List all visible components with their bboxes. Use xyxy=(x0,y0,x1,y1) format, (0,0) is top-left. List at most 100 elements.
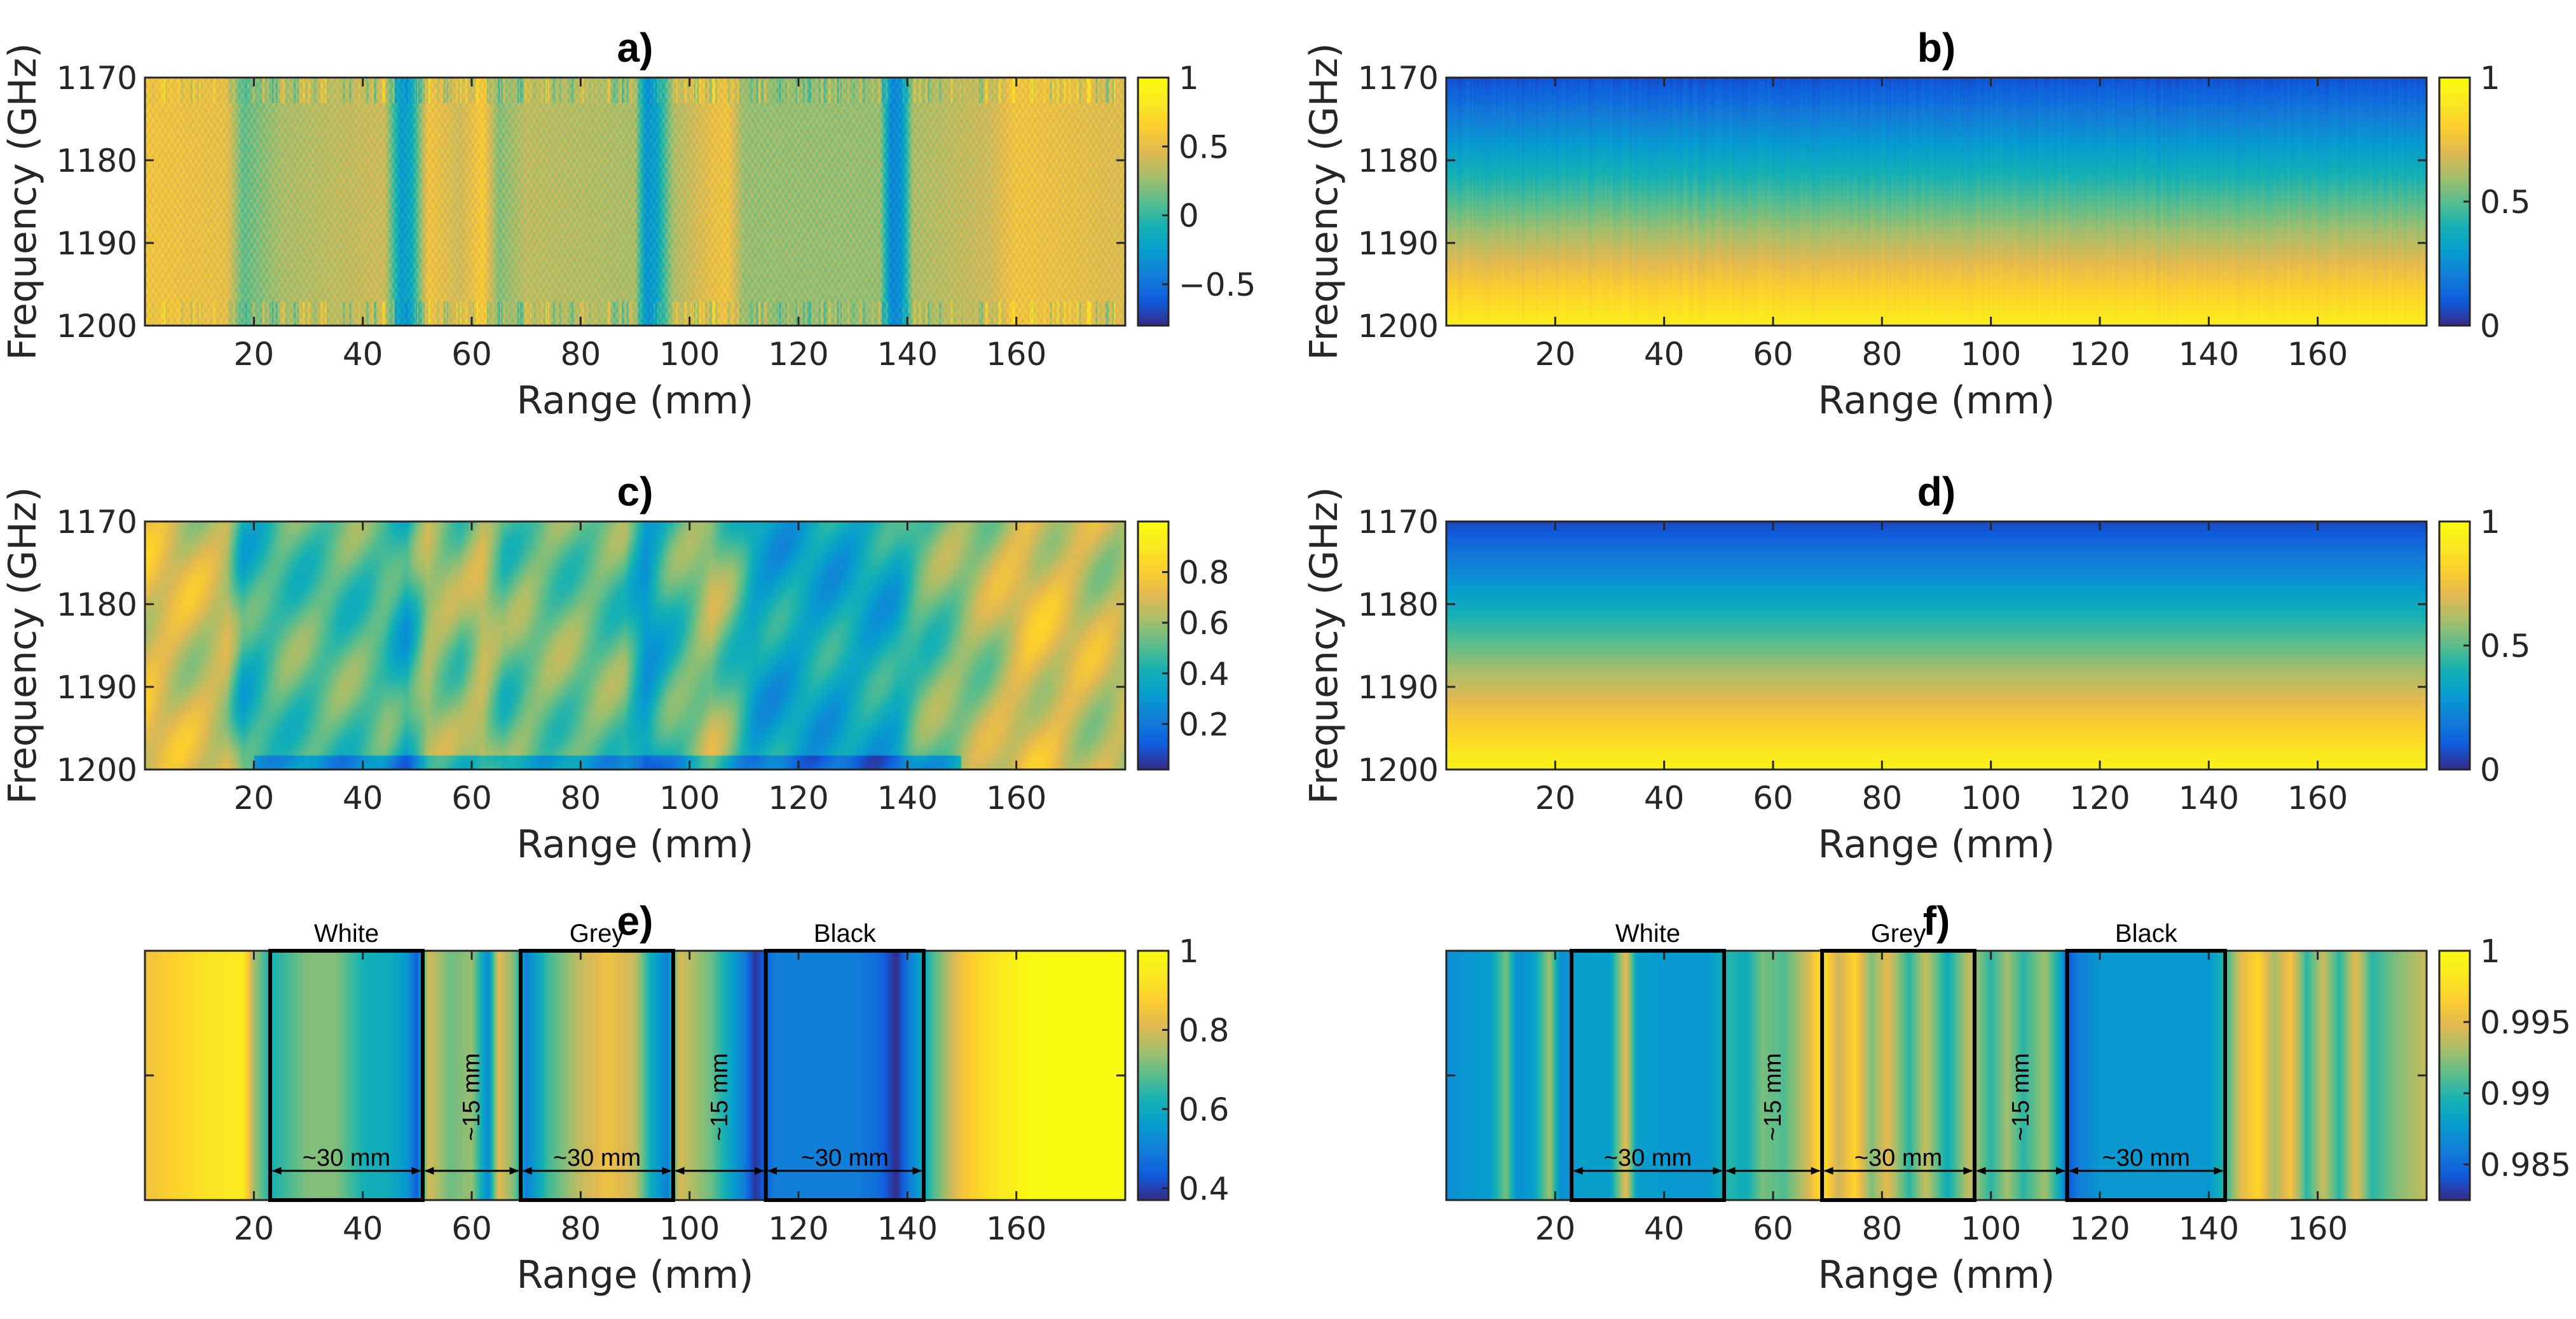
x-tick-label: 80 xyxy=(561,780,601,817)
heatmap-image-e xyxy=(145,951,1125,1200)
x-tick-label: 20 xyxy=(1535,780,1576,817)
x-axis-label: Range (mm) xyxy=(1818,822,2055,867)
colorbar-tick-label: 0.99 xyxy=(2480,1075,2551,1112)
x-tick-label: 20 xyxy=(234,1210,275,1247)
x-tick-label: 120 xyxy=(768,1210,828,1247)
colorbar-tick-label: 0 xyxy=(2480,308,2500,345)
x-tick-label: 40 xyxy=(343,1210,383,1247)
colorbar-tick-label: 0.995 xyxy=(2480,1004,2571,1041)
x-tick-label: 20 xyxy=(234,780,275,817)
x-tick-label: 120 xyxy=(2069,336,2130,373)
panel-title: b) xyxy=(1917,25,1956,71)
colorbar-tick-label: 0.985 xyxy=(2480,1147,2571,1184)
x-tick-label: 160 xyxy=(2287,780,2348,817)
y-tick-label: 1190 xyxy=(57,669,137,706)
x-tick-label: 100 xyxy=(659,336,720,373)
x-tick-label: 140 xyxy=(877,780,938,817)
colorbar xyxy=(1137,950,1170,1201)
plot-frame xyxy=(144,520,1127,771)
colorbar-tick-label: −0.5 xyxy=(1179,266,1256,303)
x-tick-label: 60 xyxy=(451,336,492,373)
x-tick-label: 100 xyxy=(1961,1210,2021,1247)
x-tick-label: 20 xyxy=(1535,336,1576,373)
x-tick-label: 60 xyxy=(1753,1210,1793,1247)
x-tick-label: 120 xyxy=(768,336,828,373)
region-width-label: ~30 mm xyxy=(553,1145,641,1171)
x-axis-label: Range (mm) xyxy=(1818,1253,2055,1297)
region-width-label: ~30 mm xyxy=(1854,1145,1942,1171)
y-tick-label: 1170 xyxy=(57,504,137,541)
region-label: White xyxy=(314,920,379,948)
x-tick-label: 60 xyxy=(451,780,492,817)
heatmap-image-b xyxy=(1446,78,2427,326)
x-tick-label: 100 xyxy=(1961,780,2021,817)
colorbar-tick-label: 1 xyxy=(2480,60,2500,97)
colorbar-tick-label: 0.6 xyxy=(1179,605,1230,642)
panel-title: c) xyxy=(617,469,654,514)
x-tick-label: 160 xyxy=(986,1210,1046,1247)
panel-title: f) xyxy=(1923,898,1950,944)
region-width-label: ~30 mm xyxy=(303,1145,390,1171)
y-tick-label: 1200 xyxy=(1358,752,1439,789)
x-tick-label: 160 xyxy=(2287,1210,2348,1247)
plot-frame xyxy=(1445,76,2428,327)
colorbar-tick-label: 0.4 xyxy=(1179,1170,1230,1207)
x-tick-label: 140 xyxy=(2179,336,2239,373)
region-width-label: ~30 mm xyxy=(2102,1145,2190,1171)
colorbar xyxy=(2438,950,2471,1201)
y-tick-label: 1170 xyxy=(1358,504,1439,541)
gap-width-label: ~15 mm xyxy=(2008,1053,2034,1141)
colorbar-tick-label: 0.5 xyxy=(2480,184,2531,221)
y-tick-label: 1200 xyxy=(57,308,137,345)
x-axis-label: Range (mm) xyxy=(517,378,754,423)
x-tick-label: 140 xyxy=(877,1210,938,1247)
y-tick-label: 1180 xyxy=(57,586,137,623)
colorbar-tick-label: 1 xyxy=(2480,933,2500,970)
panel-c: c) 20 40 60 80 100 120 140 160 Range (mm) 1170 1180… xyxy=(1,469,1230,867)
x-tick-label: 140 xyxy=(2179,780,2239,817)
region-box-white xyxy=(268,949,425,1202)
colorbar-tick-label: 0.6 xyxy=(1179,1091,1230,1128)
panel-f: f) 20 40 60 80 100 120 140 160 Range (mm) 1 0.995 0.… xyxy=(1445,898,2571,1297)
x-tick-label: 80 xyxy=(1862,336,1903,373)
x-tick-label: 20 xyxy=(234,336,275,373)
gap-width-label: ~15 mm xyxy=(1760,1053,1786,1141)
y-tick-label: 1190 xyxy=(57,225,137,262)
x-tick-label: 120 xyxy=(2069,780,2130,817)
heatmap-image-c xyxy=(145,521,1125,770)
x-tick-label: 140 xyxy=(2179,1210,2239,1247)
x-tick-label: 80 xyxy=(561,1210,601,1247)
x-tick-label: 40 xyxy=(343,780,383,817)
y-tick-label: 1200 xyxy=(1358,308,1439,345)
colorbar-tick-label: 0.8 xyxy=(1179,555,1230,591)
y-tick-label: 1170 xyxy=(1358,60,1439,97)
panel-d: d) 20 40 60 80 100 120 140 160 Range (mm) 1170 1180… xyxy=(1302,469,2531,867)
y-tick-label: 1170 xyxy=(57,60,137,97)
colorbar xyxy=(1137,76,1170,327)
x-tick-label: 100 xyxy=(659,780,720,817)
panel-title: a) xyxy=(617,25,654,71)
x-tick-label: 40 xyxy=(1644,336,1685,373)
region-box-white xyxy=(1570,949,1726,1202)
heatmap-image-d xyxy=(1446,521,2427,770)
y-axis-label: Frequency (GHz) xyxy=(1302,43,1346,361)
x-tick-label: 60 xyxy=(1753,336,1793,373)
x-tick-label: 40 xyxy=(343,336,383,373)
y-tick-label: 1180 xyxy=(1358,142,1439,179)
region-box-black xyxy=(2065,949,2228,1202)
colorbar-tick-label: 0.2 xyxy=(1179,706,1230,743)
x-tick-label: 160 xyxy=(986,336,1046,373)
y-axis-label: Frequency (GHz) xyxy=(1302,487,1346,805)
x-axis-label: Range (mm) xyxy=(517,1253,754,1297)
gap-width-label: ~15 mm xyxy=(458,1053,485,1141)
x-tick-label: 80 xyxy=(561,336,601,373)
region-width-label: ~30 mm xyxy=(801,1145,889,1171)
region-box-grey xyxy=(519,949,675,1202)
panel-title: e) xyxy=(617,898,654,944)
colorbar xyxy=(1137,520,1170,771)
heatmap-image-f xyxy=(1446,951,2427,1200)
region-label: Grey xyxy=(570,920,625,948)
panel-title: d) xyxy=(1917,469,1956,514)
x-tick-label: 120 xyxy=(2069,1210,2130,1247)
